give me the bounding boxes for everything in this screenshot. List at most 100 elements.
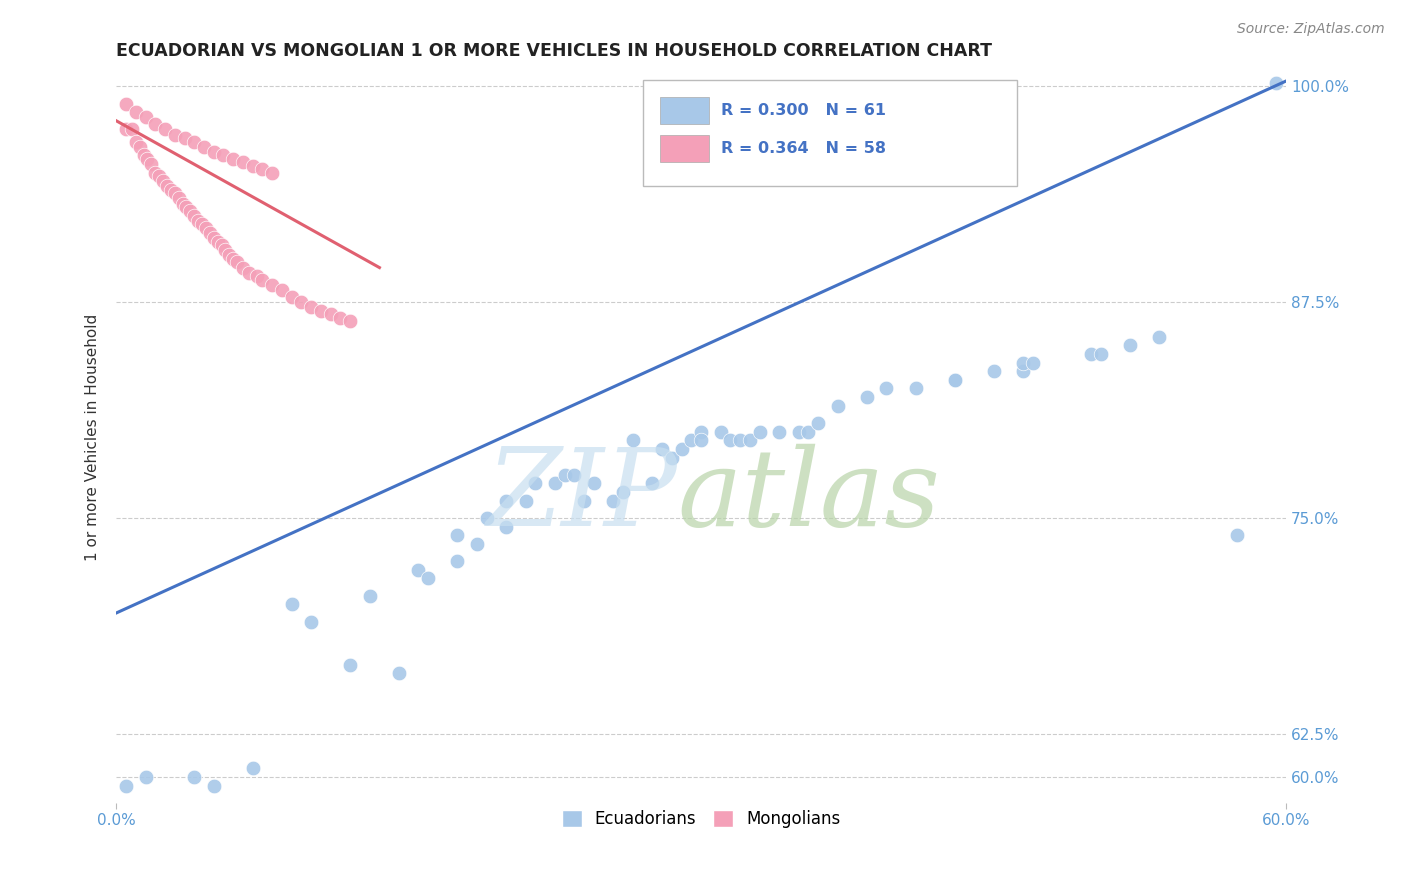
Point [738,434,761,448]
Point [134,111,156,125]
Point [202,231,225,245]
Point [718,434,741,448]
Point [875,382,897,396]
Point [226,255,249,269]
Point [187,214,209,228]
Point [252,273,274,287]
Point [160,183,183,197]
Point [768,425,790,439]
Point [690,425,713,439]
Point [408,563,430,577]
Point [983,364,1005,378]
Point [1226,528,1249,542]
Point [544,476,567,491]
Point [212,148,235,162]
Point [339,657,361,672]
Point [232,155,254,169]
Point [797,425,820,439]
Point [172,196,194,211]
Text: atlas: atlas [678,443,941,549]
Point [202,145,225,159]
Point [183,209,205,223]
Point [290,295,312,310]
Point [621,434,644,448]
Point [661,450,683,465]
Point [1265,76,1288,90]
Point [143,117,166,131]
Point [280,598,302,612]
Point [156,179,179,194]
Point [495,493,517,508]
Point [280,290,302,304]
Text: R = 0.300   N = 61: R = 0.300 N = 61 [721,103,886,118]
Point [238,266,260,280]
Point [232,260,254,275]
Point [465,537,488,551]
Point [1090,347,1112,361]
Point [183,135,205,149]
Point [309,303,332,318]
Point [564,467,586,482]
Y-axis label: 1 or more Vehicles in Household: 1 or more Vehicles in Household [86,314,100,561]
Point [359,589,381,603]
Point [943,373,966,387]
Point [446,528,468,542]
Point [214,244,236,258]
Point [1011,355,1033,369]
Point [167,192,190,206]
Point [179,203,201,218]
Point [807,416,830,430]
Point [153,122,176,136]
Point [194,220,217,235]
Point [132,148,155,162]
Point [446,554,468,568]
Point [690,434,713,448]
Point [787,425,810,439]
Point [904,382,927,396]
Point [163,128,186,142]
Point [681,434,703,448]
Point [339,314,361,328]
Point [128,139,150,153]
Point [202,779,225,793]
Point [115,122,138,136]
Point [748,425,770,439]
Point [524,476,547,491]
Point [115,779,138,793]
Point [246,269,269,284]
Point [602,493,624,508]
Legend: Ecuadorians, Mongolians: Ecuadorians, Mongolians [555,804,848,835]
Point [173,131,195,145]
Text: ZIP: ZIP [486,443,678,549]
Text: Source: ZipAtlas.com: Source: ZipAtlas.com [1237,22,1385,37]
Point [141,157,163,171]
Point [495,519,517,533]
Point [191,218,214,232]
Point [582,476,605,491]
Point [271,283,294,297]
Point [207,235,229,249]
Point [943,373,966,387]
Point [222,252,245,266]
Point [136,152,159,166]
Point [115,96,138,111]
Point [193,139,215,153]
Point [1080,347,1102,361]
Point [671,442,693,456]
Point [242,761,264,775]
Point [1011,364,1033,378]
Point [218,248,240,262]
Point [388,666,411,681]
Point [183,770,205,784]
Point [125,135,148,149]
Text: R = 0.364   N = 58: R = 0.364 N = 58 [721,141,886,156]
Point [319,307,342,321]
Point [262,277,284,292]
FancyBboxPatch shape [661,97,709,124]
Point [612,485,634,500]
Point [827,399,849,413]
Point [242,159,264,173]
Point [856,390,879,404]
Point [176,200,198,214]
Point [329,310,352,325]
